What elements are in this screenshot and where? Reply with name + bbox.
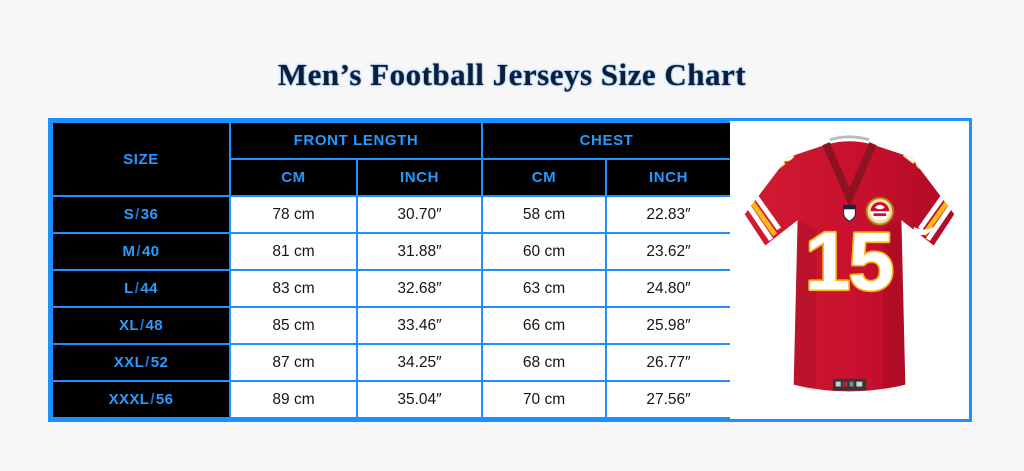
column-header-chest-inch: INCH: [605, 158, 733, 197]
value-cell-front-inch: 35.04″: [355, 380, 484, 419]
column-header-chest-cm: CM: [481, 158, 608, 197]
table-row: L/44 83 cm 32.68″ 63 cm 24.80″: [51, 269, 733, 308]
value-cell-chest-inch: 23.62″: [605, 232, 733, 271]
value-cell-chest-cm: 58 cm: [481, 195, 608, 234]
value-cell-front-cm: 85 cm: [229, 306, 358, 345]
value-cell-chest-inch: 24.80″: [605, 269, 733, 308]
size-chart-board: SIZE FRONT LENGTH CHEST CM INCH CM INCH …: [48, 118, 972, 422]
table-row: S/36 78 cm 30.70″ 58 cm 22.83″: [51, 195, 733, 234]
size-cell: XL/48: [51, 306, 231, 345]
value-cell-front-cm: 78 cm: [229, 195, 358, 234]
value-cell-front-inch: 34.25″: [355, 343, 484, 382]
value-cell-front-inch: 31.88″: [355, 232, 484, 271]
size-chart-table: SIZE FRONT LENGTH CHEST CM INCH CM INCH …: [51, 121, 733, 419]
header-row-groups: SIZE FRONT LENGTH CHEST: [51, 121, 733, 197]
value-cell-chest-cm: 60 cm: [481, 232, 608, 271]
jock-tag: [832, 378, 867, 391]
nike-swoosh-icon: [913, 225, 936, 236]
size-cell: L/44: [51, 269, 231, 308]
size-cell: M/40: [51, 232, 231, 271]
value-cell-front-inch: 30.70″: [355, 195, 484, 234]
size-chart-table-container: SIZE FRONT LENGTH CHEST CM INCH CM INCH …: [51, 121, 733, 419]
sleeve-stripes: [744, 190, 955, 242]
jersey-body: [744, 141, 955, 392]
value-cell-front-cm: 83 cm: [229, 269, 358, 308]
table-row: XXXL/56 89 cm 35.04″ 70 cm 27.56″: [51, 380, 733, 419]
value-cell-chest-inch: 22.83″: [605, 195, 733, 234]
jersey-panel: 15 15 15: [730, 121, 969, 419]
column-header-size: SIZE: [51, 121, 231, 197]
value-cell-front-inch: 33.46″: [355, 306, 484, 345]
value-cell-chest-cm: 63 cm: [481, 269, 608, 308]
value-cell-chest-inch: 26.77″: [605, 343, 733, 382]
value-cell-front-cm: 81 cm: [229, 232, 358, 271]
table-row: M/40 81 cm 31.88″ 60 cm 23.62″: [51, 232, 733, 271]
column-header-front-inch: INCH: [355, 158, 484, 197]
value-cell-front-inch: 32.68″: [355, 269, 484, 308]
page-title: Men’s Football Jerseys Size Chart: [277, 56, 747, 92]
header-row-units: CM INCH CM INCH: [52, 158, 733, 197]
value-cell-chest-inch: 25.98″: [605, 306, 733, 345]
value-cell-chest-inch: 27.56″: [605, 380, 733, 419]
size-cell: XXXL/56: [51, 380, 231, 419]
size-cell: XXL/52: [51, 343, 231, 382]
table-row: XL/48 85 cm 33.46″ 66 cm 25.98″: [51, 306, 733, 345]
table-row: XXL/52 87 cm 34.25″ 68 cm 26.77″: [51, 343, 733, 382]
column-header-chest: CHEST: [481, 121, 733, 160]
jersey-image: 15 15 15: [744, 135, 955, 392]
value-cell-chest-cm: 66 cm: [481, 306, 608, 345]
jersey-number: 15: [805, 217, 893, 308]
column-header-front-cm: CM: [229, 158, 358, 197]
value-cell-front-cm: 89 cm: [229, 380, 358, 419]
team-patch-icon: [865, 197, 895, 226]
collar: [822, 135, 877, 208]
nfl-shield-icon: [843, 204, 856, 222]
column-header-front-length: FRONT LENGTH: [228, 121, 484, 160]
size-cell: S/36: [51, 195, 231, 234]
value-cell-chest-cm: 70 cm: [481, 380, 608, 419]
value-cell-front-cm: 87 cm: [229, 343, 358, 382]
value-cell-chest-cm: 68 cm: [481, 343, 608, 382]
